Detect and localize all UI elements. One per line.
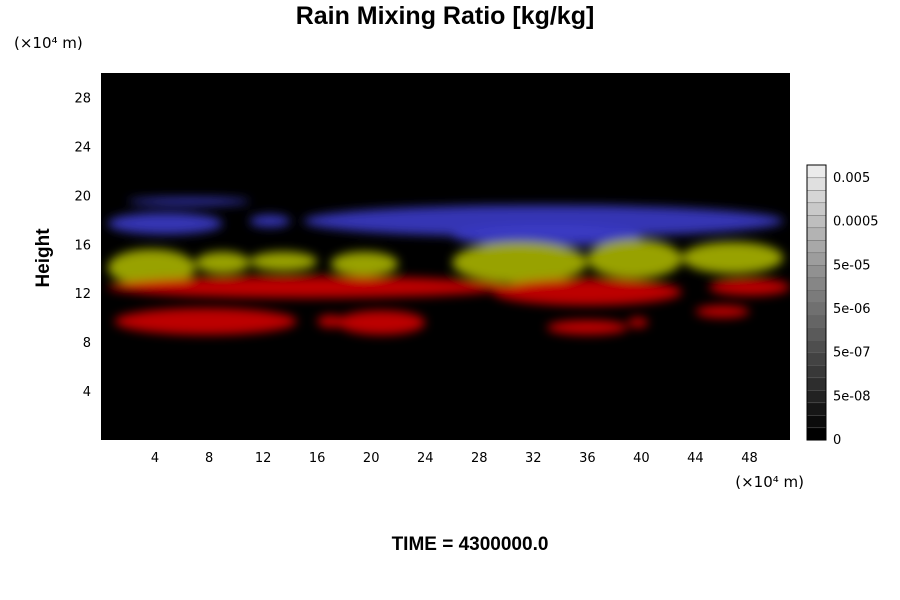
- y-axis-unit: (×10⁴ m): [14, 34, 83, 52]
- x-tick-label: 16: [309, 451, 326, 466]
- colorbar-level: [806, 214, 827, 229]
- colorbar-label: 0.0005: [833, 215, 879, 230]
- colorbar-level: [806, 277, 827, 291]
- colorbar-level: [806, 427, 827, 441]
- y-tick-label: 4: [83, 385, 91, 400]
- rain-blob-0-3: [303, 205, 784, 237]
- rain-field: [107, 197, 790, 335]
- y-tick-label: 8: [83, 336, 91, 351]
- x-axis-ticks: 4 8 12 16 20 24 28 32 36 40 44 48: [151, 451, 758, 466]
- rain-blob-2-3: [114, 307, 297, 335]
- x-tick-label: 48: [741, 451, 758, 466]
- rain-blob-2-2: [708, 278, 790, 296]
- colorbar-level: [806, 339, 827, 354]
- rain-blob-2-7: [627, 317, 649, 328]
- colorbar-level: [806, 264, 827, 279]
- colorbar-level: [806, 189, 827, 204]
- x-axis-unit: (×10⁴ m): [735, 473, 804, 491]
- x-tick-label: 36: [579, 451, 596, 466]
- y-tick-label: 16: [74, 238, 91, 253]
- rain-blob-0-1: [128, 197, 250, 206]
- x-tick-label: 4: [151, 451, 159, 466]
- rain-blob-1-5: [587, 239, 682, 279]
- rain-blob-0-2: [249, 214, 291, 228]
- colorbar-label: 0.005: [833, 171, 870, 186]
- chart-title: Rain Mixing Ratio [kg/kg]: [296, 2, 595, 30]
- colorbar-label: 5e-07: [833, 346, 871, 361]
- x-tick-label: 20: [363, 451, 380, 466]
- x-tick-label: 40: [633, 451, 650, 466]
- rain-blob-1-0: [107, 249, 196, 286]
- rain-blob-1-3: [330, 251, 399, 277]
- colorbar-level: [806, 389, 827, 404]
- colorbar-frame: [806, 164, 827, 441]
- colorbar-labels: 0 5e-08 5e-07 5e-06 5e-05 0.0005 0.005: [833, 171, 879, 448]
- rain-blob-1-2: [249, 251, 318, 272]
- colorbar-level: [806, 327, 827, 341]
- time-label: TIME = 4300000.0: [392, 534, 549, 555]
- rain-blob-1-6: [681, 241, 784, 274]
- rain-blob-2-1: [492, 278, 682, 306]
- colorbar-level: [806, 302, 827, 316]
- rain-blob-1-4: [452, 241, 588, 284]
- colorbar-level: [806, 364, 827, 379]
- colorbar-level: [806, 252, 827, 266]
- x-tick-label: 28: [471, 451, 488, 466]
- colorbar-level: [806, 239, 827, 254]
- colorbar-level: [806, 202, 827, 216]
- rain-blob-0-4: [452, 224, 642, 247]
- colorbar-level: [806, 402, 827, 416]
- colorbar-level: [806, 177, 827, 191]
- rain-blob-0-0: [107, 212, 223, 235]
- rain-blob-2-4: [317, 315, 345, 328]
- colorbar-level: [806, 352, 827, 366]
- colorbar-label: 5e-06: [833, 302, 871, 317]
- rain-blob-2-5: [337, 310, 426, 335]
- colorbar-level: [806, 227, 827, 241]
- x-tick-label: 44: [687, 451, 704, 466]
- y-tick-label: 12: [74, 287, 91, 302]
- colorbar-level: [806, 377, 827, 391]
- y-tick-label: 20: [74, 189, 91, 204]
- x-tick-label: 24: [417, 451, 434, 466]
- colorbar-level: [806, 314, 827, 329]
- rain-blob-2-8: [695, 305, 750, 318]
- x-tick-label: 8: [205, 451, 213, 466]
- colorbar-level: [806, 164, 827, 179]
- colorbar-label: 5e-05: [833, 258, 871, 273]
- colorbar: [806, 164, 827, 441]
- y-axis-ticks: 4 8 12 16 20 24 28: [74, 91, 91, 400]
- x-tick-label: 32: [525, 451, 542, 466]
- rain-blob-1-1: [195, 251, 250, 274]
- rain-blob-2-6: [546, 320, 628, 335]
- y-tick-label: 24: [74, 140, 91, 155]
- colorbar-label: 0: [833, 433, 841, 448]
- colorbar-level: [806, 289, 827, 304]
- colorbar-level: [806, 414, 827, 429]
- rain-blob-2-0: [107, 276, 507, 299]
- y-tick-label: 28: [74, 91, 91, 106]
- colorbar-label: 5e-08: [833, 389, 871, 404]
- x-tick-label: 12: [255, 451, 272, 466]
- y-axis-label: Height: [33, 228, 54, 288]
